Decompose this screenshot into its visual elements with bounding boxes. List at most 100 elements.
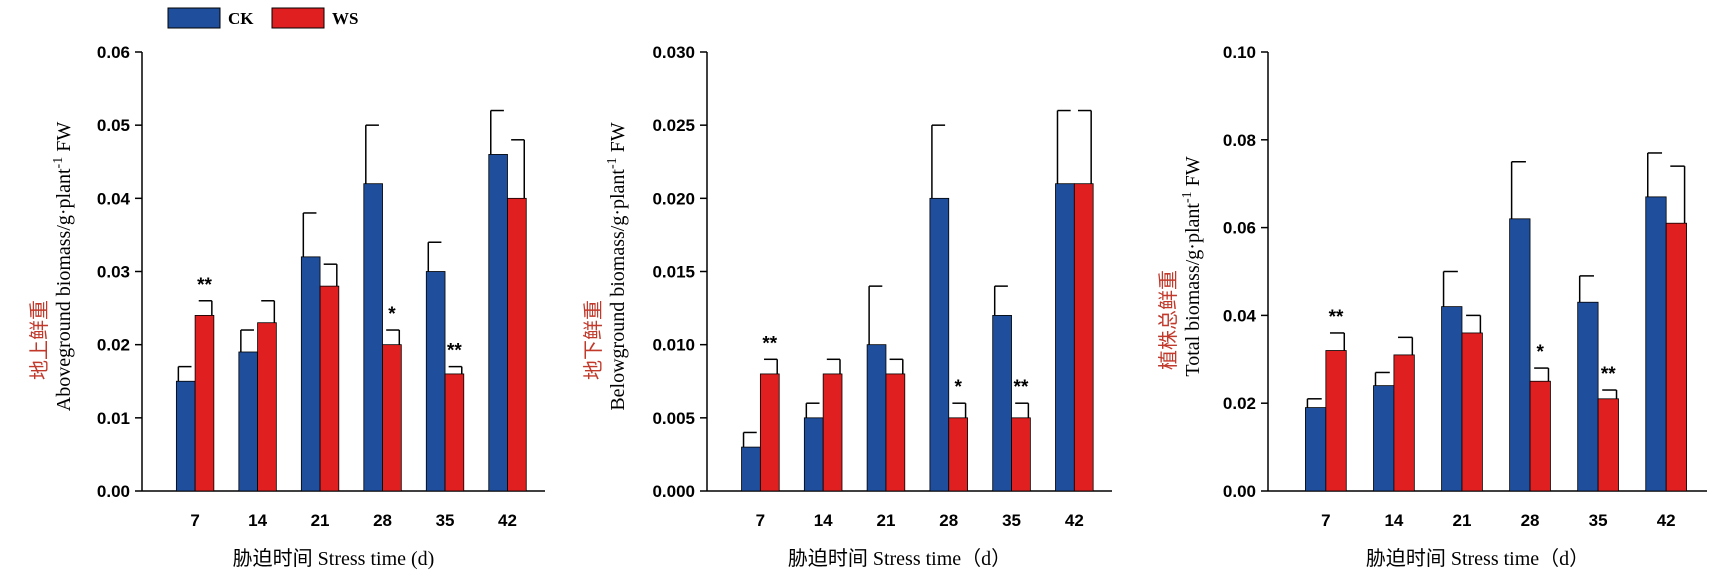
x-tick-label: 21 [876, 511, 895, 530]
y-tick-label: 0.04 [97, 189, 131, 208]
y-tick-label: 0.02 [97, 336, 130, 355]
bar-ws [319, 285, 340, 492]
significance-marker: ** [197, 275, 212, 296]
bar-ws [1461, 332, 1483, 492]
y-axis-label-en: Total biomass/g·plant-1 FW [1180, 156, 1204, 376]
significance-marker: ** [1329, 307, 1344, 328]
y-tick-label: 0.06 [97, 43, 130, 62]
bar-ws [1325, 350, 1347, 492]
significance-marker: * [954, 377, 962, 398]
x-tick-label: 42 [1657, 511, 1676, 530]
bar-ws [444, 373, 465, 492]
y-axis-label: 地上鲜重 [28, 300, 51, 380]
bar-ws [1393, 354, 1415, 492]
y-tick-label: 0.08 [1223, 131, 1256, 150]
bar-ck [238, 351, 258, 492]
bar-ck [1305, 407, 1327, 492]
bar-ck [1645, 196, 1667, 492]
y-tick-label: 0.03 [97, 263, 130, 282]
x-tick-label: 14 [248, 511, 267, 530]
y-tick-label: 0.00 [97, 482, 130, 501]
y-tick-label: 0.04 [1223, 306, 1257, 325]
y-tick-label: 0.015 [652, 263, 695, 282]
x-tick-label: 35 [1589, 511, 1608, 530]
bar-ws [1597, 398, 1619, 492]
bar-ws [1011, 417, 1031, 492]
x-tick-label: 14 [1384, 511, 1403, 530]
bar-ws [1073, 183, 1094, 492]
x-tick-label: 28 [1521, 511, 1540, 530]
bar-ck [803, 417, 824, 492]
x-tick-label: 28 [373, 511, 392, 530]
legend-swatch-ws [271, 7, 325, 29]
y-axis-label: 地下鲜重 [582, 300, 605, 380]
significance-marker: * [388, 304, 396, 325]
bar-ws [194, 314, 215, 492]
legend: CK WS [167, 7, 358, 29]
bar-ck [488, 154, 508, 492]
x-tick-label: 7 [756, 511, 765, 530]
significance-marker: ** [762, 333, 777, 354]
x-tick-label: 42 [1065, 511, 1084, 530]
x-tick-label: 7 [1321, 511, 1330, 530]
x-tick-label: 21 [1453, 511, 1472, 530]
legend-label-ck: CK [228, 9, 254, 28]
y-tick-label: 0.05 [97, 116, 130, 135]
bar-ck [1373, 385, 1395, 492]
legend-label-ws: WS [332, 9, 358, 28]
x-tick-label: 28 [939, 511, 958, 530]
y-tick-label: 0.020 [652, 189, 695, 208]
x-tick-label: 35 [1002, 511, 1021, 530]
y-tick-label: 0.00 [1223, 482, 1256, 501]
y-axis-label-en: Aboveground biomass/g·plant-1 FW [51, 122, 75, 412]
bar-ck [992, 314, 1012, 492]
y-tick-label: 0.005 [652, 409, 695, 428]
y-tick-label: 0.10 [1223, 43, 1256, 62]
bar-ck [929, 197, 950, 492]
x-axis-label: 胁迫时间 Stress time（d） [1366, 547, 1589, 570]
significance-marker: ** [1014, 377, 1029, 398]
chart-panels: 0.000.010.020.030.040.050.06**7 14 21*28**… [28, 43, 1707, 570]
x-tick-label: 14 [814, 511, 833, 530]
bar-ck [1509, 218, 1531, 492]
bar-ck [1577, 301, 1599, 492]
significance-marker: * [1537, 342, 1545, 363]
bar-ck [363, 183, 383, 492]
bar-ws [948, 417, 968, 492]
x-tick-label: 42 [498, 511, 517, 530]
bar-ws [1529, 380, 1551, 492]
bar-ck [1441, 306, 1463, 492]
bar-ws [382, 344, 402, 492]
y-axis-label-en: Belowground biomass/g·plant-1 FW [605, 122, 629, 410]
significance-marker: ** [1601, 364, 1616, 385]
y-tick-label: 0.025 [652, 116, 695, 135]
y-tick-label: 0.01 [97, 409, 130, 428]
bar-ws [257, 322, 277, 492]
bar-ck [175, 380, 196, 492]
bar-ws [822, 373, 843, 492]
y-tick-label: 0.010 [652, 336, 695, 355]
y-axis-label: 植株总鲜重 [1157, 270, 1180, 370]
bar-ck [741, 446, 761, 492]
chart-panel-2: 0.000 0.005 0.010 0.015 0.020 0.025 0.030 ** 7 14… [582, 43, 1112, 570]
x-axis-label: 胁迫时间 Stress time (d) [233, 547, 435, 570]
bar-ws [759, 373, 780, 492]
chart-panel-1: 0.00 0.01 0.02 0.03 0.04 0.05 0.06 ** 7 14 21 * 28 **… [28, 43, 545, 570]
bar-ck [866, 344, 887, 492]
x-tick-label: 7 [190, 511, 199, 530]
x-axis-label: 胁迫时间 Stress time（d） [788, 547, 1011, 570]
bar-ck [300, 256, 321, 492]
y-tick-label: 0.000 [652, 482, 695, 501]
x-tick-label: 35 [436, 511, 455, 530]
significance-marker: ** [447, 341, 462, 362]
bar-ws [885, 373, 906, 492]
y-tick-label: 0.030 [652, 43, 695, 62]
legend-swatch-ck [167, 7, 221, 29]
x-tick-label: 21 [311, 511, 330, 530]
bar-ck [1055, 183, 1075, 492]
bar-ck [425, 271, 446, 492]
y-tick-label: 0.02 [1223, 394, 1256, 413]
bar-ws [1665, 222, 1687, 492]
y-tick-label: 0.06 [1223, 219, 1256, 238]
